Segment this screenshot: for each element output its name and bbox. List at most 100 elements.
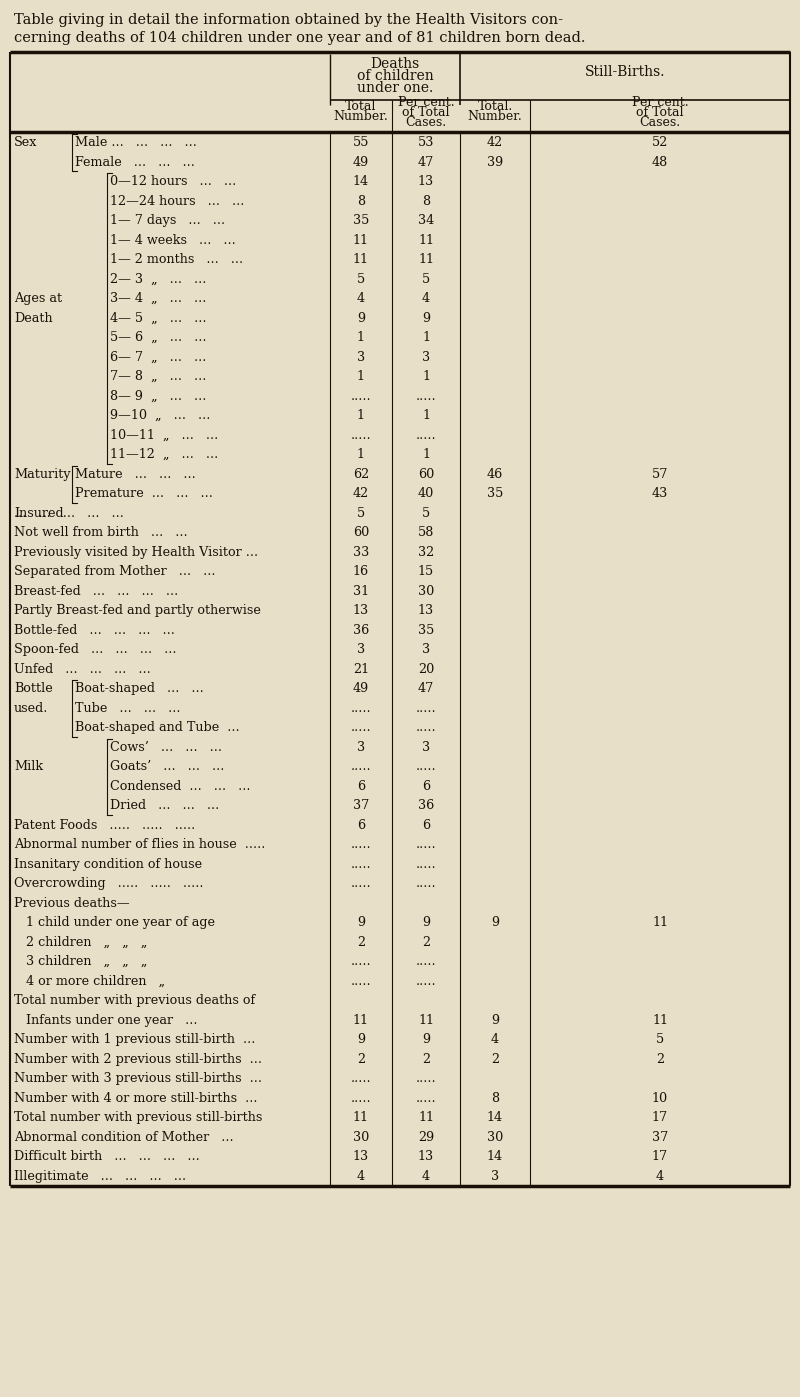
Text: 14: 14 <box>487 1150 503 1164</box>
Text: 9: 9 <box>422 312 430 324</box>
Text: 12—24 hours   ...   ...: 12—24 hours ... ... <box>110 194 244 208</box>
Text: 4: 4 <box>422 1169 430 1183</box>
Text: .....: ..... <box>416 956 436 968</box>
Text: Breast-fed   ...   ...   ...   ...: Breast-fed ... ... ... ... <box>14 585 178 598</box>
Text: 62: 62 <box>353 468 369 481</box>
Text: ...   ...   ...   ...   ...: ... ... ... ... ... <box>14 507 124 520</box>
Text: Boat-shaped   ...   ...: Boat-shaped ... ... <box>75 682 204 696</box>
Text: Bottle-fed   ...   ...   ...   ...: Bottle-fed ... ... ... ... <box>14 623 175 637</box>
Text: Condensed  ...   ...   ...: Condensed ... ... ... <box>110 780 250 792</box>
Text: Premature  ...   ...   ...: Premature ... ... ... <box>75 488 213 500</box>
Text: of Total: of Total <box>402 106 450 120</box>
Text: 52: 52 <box>652 137 668 149</box>
Text: Previous deaths—: Previous deaths— <box>14 897 130 909</box>
Text: 4: 4 <box>656 1169 664 1183</box>
Text: Unfed   ...   ...   ...   ...: Unfed ... ... ... ... <box>14 662 150 676</box>
Text: 4— 5  „   ...   ...: 4— 5 „ ... ... <box>110 312 206 324</box>
Text: Abnormal condition of Mother   ...: Abnormal condition of Mother ... <box>14 1130 234 1144</box>
Text: Female   ...   ...   ...: Female ... ... ... <box>75 155 195 169</box>
Text: .....: ..... <box>416 701 436 715</box>
Text: .....: ..... <box>416 1091 436 1105</box>
Text: 58: 58 <box>418 527 434 539</box>
Text: 9: 9 <box>422 1034 430 1046</box>
Text: Total: Total <box>346 101 377 113</box>
Text: 32: 32 <box>418 546 434 559</box>
Text: 39: 39 <box>487 155 503 169</box>
Text: 9: 9 <box>357 312 365 324</box>
Text: 16: 16 <box>353 566 369 578</box>
Text: 1 child under one year of age: 1 child under one year of age <box>14 916 215 929</box>
Text: 5— 6  „   ...   ...: 5— 6 „ ... ... <box>110 331 206 344</box>
Text: 6: 6 <box>422 780 430 792</box>
Text: .....: ..... <box>350 721 371 735</box>
Text: 53: 53 <box>418 137 434 149</box>
Text: 8— 9  „   ...   ...: 8— 9 „ ... ... <box>110 390 206 402</box>
Text: 13: 13 <box>418 1150 434 1164</box>
Text: 2: 2 <box>422 1053 430 1066</box>
Text: 30: 30 <box>353 1130 369 1144</box>
Text: under one.: under one. <box>357 81 433 95</box>
Text: 13: 13 <box>353 605 369 617</box>
Text: Number.: Number. <box>334 110 388 123</box>
Text: 6— 7  „   ...   ...: 6— 7 „ ... ... <box>110 351 206 363</box>
Text: .....: ..... <box>350 975 371 988</box>
Text: 11: 11 <box>353 1111 369 1125</box>
Text: 55: 55 <box>353 137 370 149</box>
Text: 9: 9 <box>357 916 365 929</box>
Text: 49: 49 <box>353 155 369 169</box>
Text: .....: ..... <box>350 390 371 402</box>
Text: Number.: Number. <box>468 110 522 123</box>
Text: Bottle: Bottle <box>14 682 53 696</box>
Text: 5: 5 <box>422 507 430 520</box>
Text: 42: 42 <box>487 137 503 149</box>
Text: 47: 47 <box>418 155 434 169</box>
Text: .....: ..... <box>350 1091 371 1105</box>
Text: 1: 1 <box>422 448 430 461</box>
Text: .....: ..... <box>350 429 371 441</box>
Text: .....: ..... <box>350 1073 371 1085</box>
Text: 46: 46 <box>487 468 503 481</box>
Text: 9: 9 <box>422 916 430 929</box>
Text: .....: ..... <box>350 858 371 870</box>
Text: 5: 5 <box>422 272 430 286</box>
Text: 2: 2 <box>357 1053 365 1066</box>
Text: .....: ..... <box>416 429 436 441</box>
Text: 3: 3 <box>357 643 365 657</box>
Text: Separated from Mother   ...   ...: Separated from Mother ... ... <box>14 566 215 578</box>
Text: 11: 11 <box>418 233 434 247</box>
Text: 10: 10 <box>652 1091 668 1105</box>
Text: 11—12  „   ...   ...: 11—12 „ ... ... <box>110 448 218 461</box>
Text: 14: 14 <box>353 175 369 189</box>
Text: 9—10  „   ...   ...: 9—10 „ ... ... <box>110 409 210 422</box>
Text: .....: ..... <box>416 721 436 735</box>
Text: Table giving in detail the information obtained by the Health Visitors con-: Table giving in detail the information o… <box>14 13 563 27</box>
Text: Mature   ...   ...   ...: Mature ... ... ... <box>75 468 196 481</box>
Text: 57: 57 <box>652 468 668 481</box>
Text: 1— 7 days   ...   ...: 1— 7 days ... ... <box>110 214 225 228</box>
Text: 29: 29 <box>418 1130 434 1144</box>
Text: 8: 8 <box>422 194 430 208</box>
Text: Previously visited by Health Visitor ...: Previously visited by Health Visitor ... <box>14 546 258 559</box>
Text: 2: 2 <box>656 1053 664 1066</box>
Text: 3: 3 <box>422 740 430 754</box>
Text: 1: 1 <box>357 409 365 422</box>
Text: Infants under one year   ...: Infants under one year ... <box>14 1014 198 1027</box>
Text: 21: 21 <box>353 662 369 676</box>
Text: 1: 1 <box>357 448 365 461</box>
Text: .....: ..... <box>416 390 436 402</box>
Text: cerning deaths of 104 children under one year and of 81 children born dead.: cerning deaths of 104 children under one… <box>14 31 586 45</box>
Text: 37: 37 <box>353 799 369 812</box>
Text: 17: 17 <box>652 1111 668 1125</box>
Text: 2 children   „   „   „: 2 children „ „ „ <box>14 936 147 949</box>
Text: 1— 4 weeks   ...   ...: 1— 4 weeks ... ... <box>110 233 236 247</box>
Text: Number with 2 previous still-births  ...: Number with 2 previous still-births ... <box>14 1053 262 1066</box>
Text: 11: 11 <box>652 1014 668 1027</box>
Text: Number with 3 previous still-births  ...: Number with 3 previous still-births ... <box>14 1073 262 1085</box>
Text: 60: 60 <box>418 468 434 481</box>
Text: 17: 17 <box>652 1150 668 1164</box>
Text: Cows’   ...   ...   ...: Cows’ ... ... ... <box>110 740 222 754</box>
Text: 7— 8  „   ...   ...: 7— 8 „ ... ... <box>110 370 206 383</box>
Text: 1: 1 <box>357 331 365 344</box>
Text: 3: 3 <box>422 351 430 363</box>
Text: Illegitimate   ...   ...   ...   ...: Illegitimate ... ... ... ... <box>14 1169 186 1183</box>
